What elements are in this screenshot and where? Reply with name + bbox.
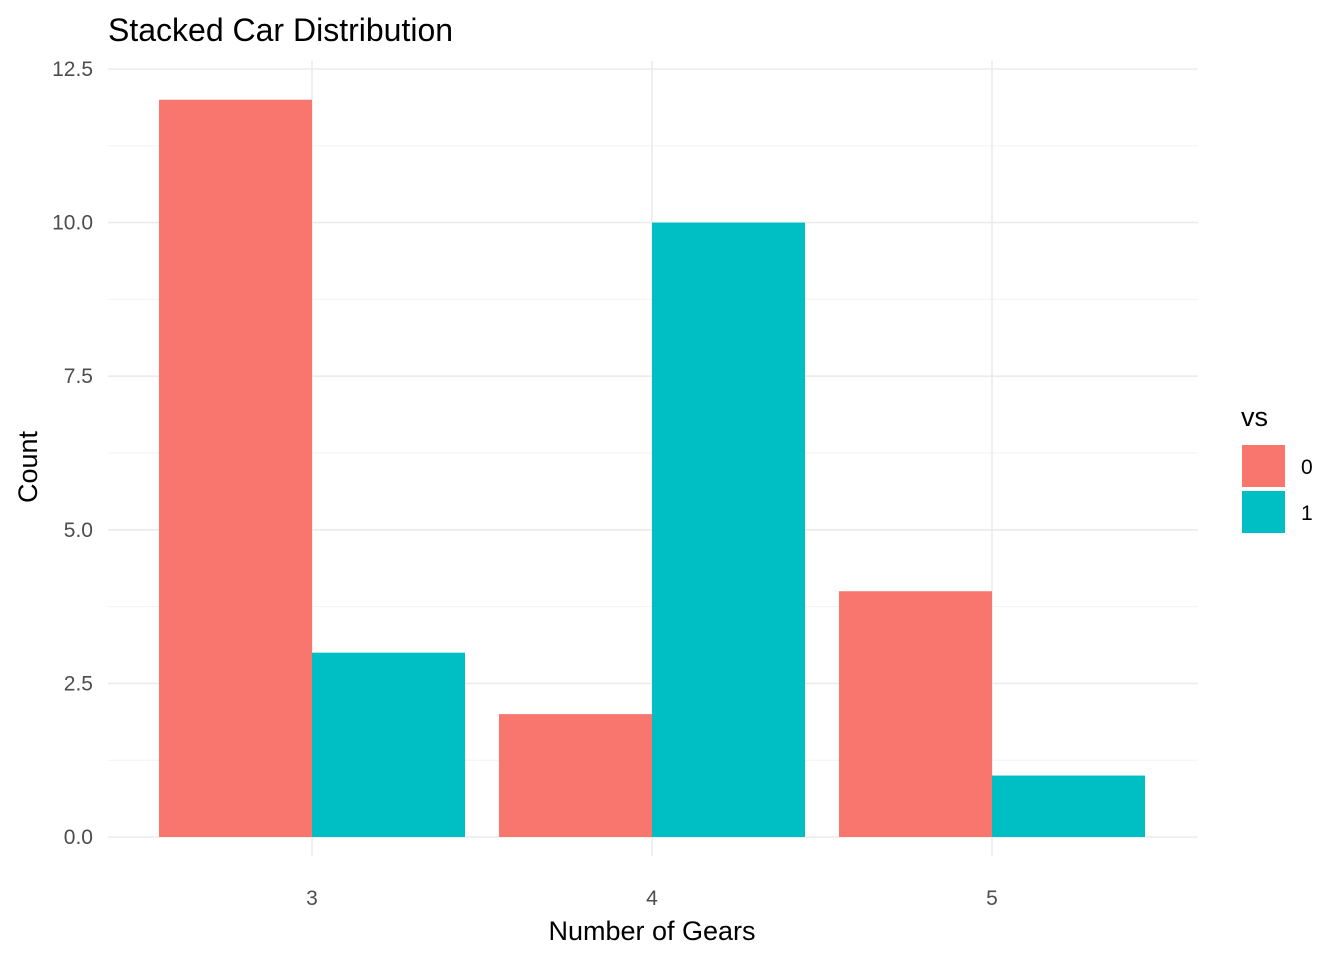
- y-tick-label: 5.0: [64, 519, 93, 542]
- x-tick-label: 5: [986, 887, 998, 910]
- y-axis-title: Count: [13, 430, 43, 503]
- bar-vs0-gear5: [839, 591, 992, 837]
- y-tick-label: 12.5: [52, 58, 93, 81]
- legend-label-1: 1: [1301, 502, 1313, 525]
- bar-vs1-gear3: [312, 652, 465, 837]
- x-tick-label: 4: [646, 887, 658, 910]
- legend: vs 01: [1241, 402, 1313, 533]
- bar-vs1-gear5: [992, 775, 1145, 837]
- bar-vs0-gear3: [159, 99, 312, 838]
- legend-key-1: [1242, 491, 1285, 533]
- bars: [159, 99, 1145, 838]
- x-tick-label: 3: [306, 887, 318, 910]
- y-axis-ticks: 0.0 2.5 5.0 7.5 10.0 12.5: [52, 58, 93, 849]
- y-tick-label: 7.5: [64, 365, 93, 388]
- y-tick-label: 10.0: [52, 212, 93, 235]
- legend-title: vs: [1241, 402, 1268, 432]
- x-axis-ticks: 3 4 5: [306, 887, 998, 910]
- chart-title: Stacked Car Distribution: [108, 12, 453, 48]
- bar-vs0-gear4: [499, 714, 652, 837]
- y-tick-label: 0.0: [64, 826, 93, 849]
- legend-items: 01: [1242, 445, 1313, 533]
- legend-key-0: [1242, 445, 1285, 487]
- legend-label-0: 0: [1301, 456, 1313, 479]
- x-axis-title: Number of Gears: [548, 916, 755, 946]
- bar-vs1-gear4: [652, 222, 805, 838]
- y-tick-label: 2.5: [64, 672, 93, 695]
